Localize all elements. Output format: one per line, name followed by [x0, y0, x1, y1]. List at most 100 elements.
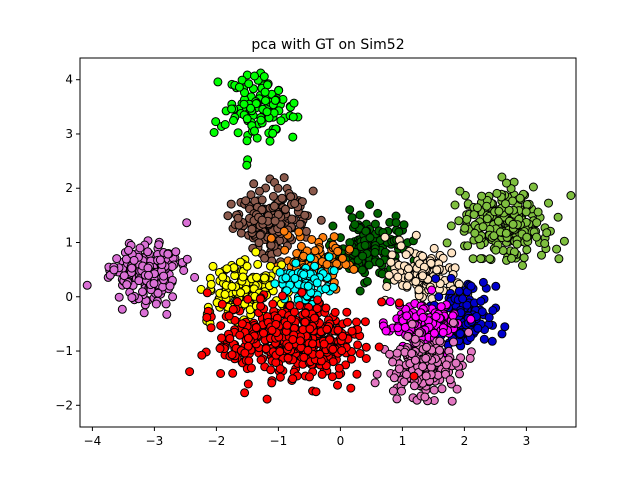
x-tick-label: 1 — [399, 434, 407, 448]
data-point — [333, 246, 343, 256]
data-point — [338, 331, 348, 341]
data-point — [470, 228, 480, 238]
data-point — [275, 372, 285, 382]
data-point — [559, 236, 569, 246]
data-point — [388, 386, 398, 396]
data-point — [355, 349, 365, 358]
data-point — [407, 319, 417, 329]
data-point — [251, 247, 261, 257]
data-point — [329, 266, 339, 276]
data-point — [552, 244, 562, 254]
data-point — [206, 279, 216, 289]
x-tick-label: 2 — [461, 434, 469, 448]
data-point — [227, 282, 237, 291]
data-point — [345, 205, 355, 215]
data-point — [270, 216, 280, 226]
series-11 — [370, 318, 476, 406]
data-point — [135, 243, 145, 253]
data-point — [310, 261, 320, 271]
data-point — [479, 334, 489, 344]
data-point — [279, 173, 289, 183]
data-point — [507, 253, 516, 263]
data-point — [394, 298, 404, 308]
data-point — [365, 233, 375, 243]
data-point — [247, 224, 257, 234]
data-point — [358, 251, 368, 261]
data-point — [418, 251, 428, 261]
data-point — [276, 116, 286, 126]
data-point — [267, 325, 277, 335]
data-point — [290, 199, 300, 208]
data-point — [322, 324, 332, 334]
data-point — [355, 286, 365, 296]
x-tick-label: −3 — [146, 434, 164, 448]
data-point — [333, 380, 342, 390]
data-point — [522, 200, 532, 209]
data-point — [251, 99, 261, 109]
data-point — [268, 128, 278, 138]
data-point — [352, 317, 361, 327]
data-point — [266, 365, 276, 375]
data-point — [239, 99, 249, 109]
data-point — [297, 287, 307, 297]
data-point — [391, 218, 401, 228]
data-point — [450, 200, 460, 210]
data-point — [328, 221, 338, 231]
x-axis: −4 −3 −2 −1 0 1 2 3 — [84, 427, 530, 448]
data-point — [418, 312, 428, 322]
data-point — [476, 296, 486, 306]
y-tick-label: 4 — [65, 73, 73, 87]
data-point — [502, 178, 511, 188]
x-tick-label: −1 — [270, 434, 288, 448]
data-point — [197, 350, 207, 360]
data-point — [432, 265, 442, 275]
data-point — [138, 287, 147, 297]
data-point — [519, 253, 529, 263]
data-point — [161, 299, 171, 309]
data-point — [485, 254, 495, 264]
data-point — [255, 230, 265, 240]
data-point — [497, 172, 507, 182]
data-point — [418, 362, 428, 372]
data-point — [282, 320, 292, 330]
data-point — [399, 377, 409, 387]
data-point — [240, 348, 250, 358]
data-point — [372, 369, 382, 379]
data-point — [280, 245, 290, 255]
data-point — [218, 272, 228, 282]
data-point — [399, 220, 409, 230]
data-point — [242, 160, 252, 170]
data-point — [246, 190, 256, 200]
data-point — [305, 372, 314, 382]
data-point — [312, 278, 322, 288]
data-point — [466, 281, 476, 291]
data-point — [179, 266, 189, 275]
data-point — [328, 282, 338, 292]
data-point — [259, 328, 268, 338]
data-point — [488, 306, 498, 315]
data-point — [159, 271, 169, 281]
data-point — [333, 325, 343, 335]
data-point — [278, 291, 287, 301]
data-point — [528, 182, 538, 192]
data-point — [273, 183, 283, 193]
data-point — [246, 363, 256, 373]
data-point — [477, 191, 487, 201]
data-point — [151, 299, 161, 309]
data-point — [256, 301, 266, 311]
data-point — [409, 371, 419, 381]
data-point — [402, 311, 412, 321]
data-point — [532, 232, 541, 242]
data-point — [454, 216, 464, 226]
data-point — [357, 265, 367, 275]
data-point — [119, 271, 129, 281]
data-point — [431, 274, 441, 284]
data-point — [321, 303, 331, 313]
data-point — [256, 115, 266, 125]
data-point — [386, 257, 396, 267]
data-point — [487, 336, 497, 346]
data-point — [501, 199, 510, 209]
data-point — [441, 360, 451, 370]
data-point — [289, 307, 299, 317]
